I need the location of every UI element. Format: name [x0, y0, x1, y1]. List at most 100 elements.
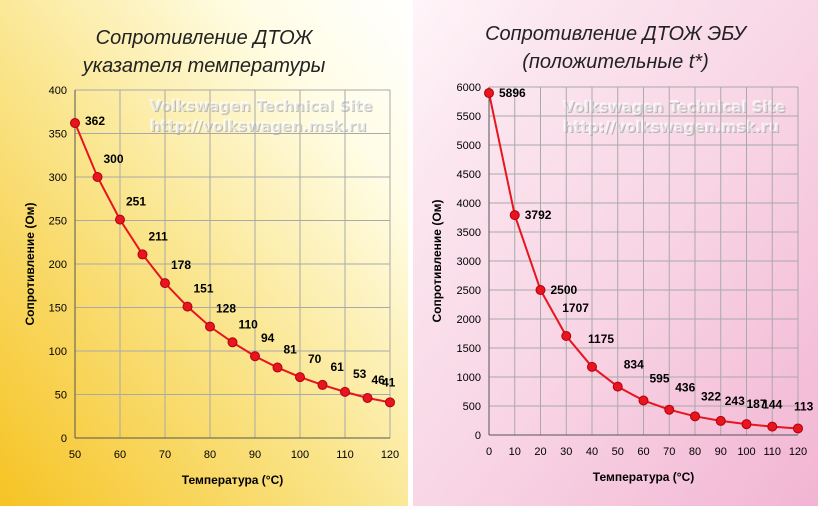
x-tick-label: 110 [763, 446, 781, 458]
y-tick-label: 1500 [457, 343, 481, 355]
data-label: 46 [372, 373, 386, 387]
data-label: 41 [382, 375, 396, 389]
y-tick-label: 500 [463, 401, 481, 413]
data-label: 70 [308, 352, 322, 366]
data-point [793, 423, 803, 434]
data-label: 144 [762, 398, 782, 412]
x-tick-label: 40 [586, 446, 598, 458]
data-label: 94 [261, 331, 275, 345]
y-tick-label: 150 [49, 303, 67, 315]
data-label: 187 [747, 397, 767, 411]
left-chart-title-line2: указателя температуры [82, 55, 326, 77]
data-point [272, 362, 283, 373]
x-tick-label: 60 [637, 446, 649, 458]
y-tick-label: 400 [49, 85, 67, 97]
y-axis-title: Сопротивление (Ом) [23, 202, 37, 325]
y-tick-label: 3500 [457, 227, 481, 239]
data-point [664, 404, 675, 415]
data-point [295, 372, 305, 383]
x-tick-label: 110 [336, 449, 354, 461]
data-point [385, 397, 395, 408]
y-tick-label: 4000 [457, 198, 481, 210]
data-point [715, 415, 726, 426]
right-chart-title-line2: (положительные t*) [522, 51, 709, 73]
x-tick-label: 50 [612, 446, 624, 458]
x-tick-label: 70 [663, 446, 675, 458]
data-point [250, 351, 260, 362]
data-point [362, 392, 373, 403]
x-axis-title: Температура (°C) [182, 473, 284, 487]
data-label: 3792 [525, 208, 552, 222]
data-point [92, 172, 103, 182]
left-watermark-line2: http://volkswagen.msk.ru [150, 117, 367, 135]
data-label: 595 [650, 371, 670, 385]
data-point [612, 381, 623, 392]
x-tick-label: 10 [509, 446, 521, 458]
data-label: 128 [216, 302, 236, 316]
data-label: 322 [701, 389, 721, 403]
data-point [182, 301, 193, 312]
right-chart-plot: 0500100015002000250030003500400045005000… [430, 82, 814, 484]
x-tick-label: 20 [534, 446, 546, 458]
data-label: 1707 [562, 301, 589, 315]
data-label: 151 [194, 282, 214, 296]
y-tick-label: 0 [61, 433, 67, 445]
y-tick-label: 350 [49, 129, 67, 141]
data-point [227, 337, 238, 348]
right-chart-title-line1: Сопротивление ДТОЖ ЭБУ [485, 23, 746, 45]
y-tick-label: 50 [55, 390, 67, 402]
y-axis-title: Сопротивление (Ом) [430, 199, 444, 322]
data-label: 110 [239, 317, 259, 331]
data-label: 113 [794, 399, 814, 413]
left-chart-panel: Сопротивление ДТОЖ указателя температуры… [0, 0, 408, 506]
data-label: 211 [149, 229, 169, 243]
data-label: 81 [284, 343, 298, 357]
y-tick-label: 6000 [457, 82, 481, 94]
x-tick-label: 80 [204, 449, 216, 461]
x-tick-label: 90 [249, 449, 261, 461]
y-tick-label: 1000 [457, 372, 481, 384]
data-point [741, 419, 752, 430]
data-point [70, 118, 80, 129]
y-tick-label: 300 [49, 172, 67, 184]
data-label: 251 [126, 195, 146, 209]
x-tick-label: 30 [560, 446, 572, 458]
data-point [317, 379, 328, 390]
data-label: 436 [675, 381, 695, 395]
y-tick-label: 100 [49, 346, 67, 358]
x-tick-label: 0 [486, 446, 492, 458]
data-label: 178 [171, 258, 191, 272]
data-label: 362 [85, 114, 105, 128]
x-tick-label: 120 [789, 446, 807, 458]
data-point [340, 386, 350, 397]
data-label: 53 [353, 367, 367, 381]
x-tick-label: 90 [715, 446, 727, 458]
data-label: 5896 [499, 86, 526, 100]
left-watermark-line1: Volkswagen Technical Site [150, 97, 373, 115]
y-tick-label: 5500 [457, 111, 481, 123]
y-tick-label: 250 [49, 216, 67, 228]
x-tick-label: 120 [381, 449, 399, 461]
y-tick-label: 0 [475, 430, 481, 442]
left-chart-title-line1: Сопротивление ДТОЖ [95, 27, 313, 49]
data-label: 61 [331, 360, 345, 374]
right-watermark-line1: Volkswagen Technical Site [563, 98, 786, 116]
x-tick-label: 60 [114, 449, 126, 461]
data-point [767, 421, 778, 432]
right-watermark-line2: http://volkswagen.msk.ru [563, 118, 780, 136]
data-label: 300 [104, 152, 124, 166]
data-point [115, 214, 125, 225]
data-point [137, 249, 148, 260]
y-tick-label: 3000 [457, 256, 481, 268]
data-label: 1175 [588, 332, 614, 346]
data-label: 2500 [551, 283, 578, 297]
y-tick-label: 2500 [457, 285, 481, 297]
x-tick-label: 80 [689, 446, 701, 458]
y-tick-label: 4500 [457, 169, 481, 181]
data-point [561, 330, 572, 341]
data-point [638, 395, 649, 406]
data-point [509, 210, 520, 221]
data-point [587, 361, 597, 372]
data-point [160, 278, 170, 289]
